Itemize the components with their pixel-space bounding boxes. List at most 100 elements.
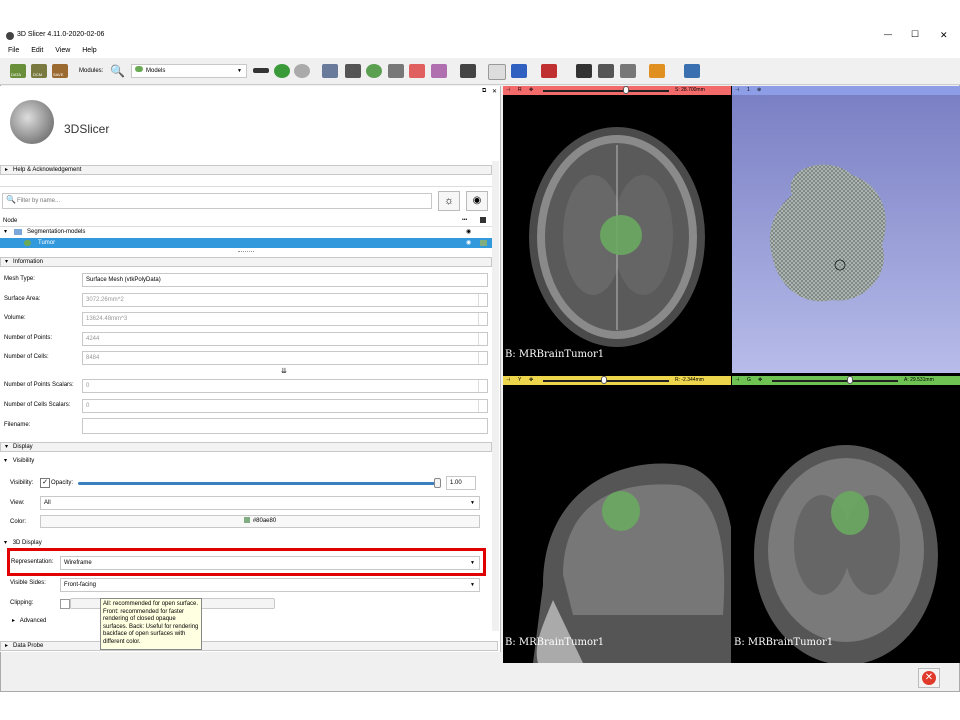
red-slider-handle[interactable] [623,86,629,94]
red-slice-controller[interactable]: ⊣ R ✥ S: 28.700mm [503,86,731,95]
tree-header-node: Node [3,218,18,224]
information-section-header[interactable]: ▾ Information [0,257,492,267]
tree-item-tumor[interactable]: Tumor ◉ [0,238,492,248]
display-section-header[interactable]: ▾ Display [0,442,492,452]
points-label: Number of Points: [4,335,53,341]
load-data-button[interactable]: DATA [10,64,26,78]
data-probe-section-header[interactable]: ▸ Data Probe [0,641,498,651]
eye-icon[interactable]: ◉ [466,229,472,235]
color-swatch[interactable] [480,240,487,246]
extensions-icon[interactable] [620,64,636,78]
visibility-checkbox[interactable]: ✓ [40,478,50,488]
save-button[interactable]: SAVE [52,64,68,78]
visible-sides-selector[interactable]: Front-facing ▼ [60,578,480,592]
chevron-down-icon: ▼ [470,560,475,566]
spinbox-arrows [478,333,487,345]
filename-field[interactable] [82,418,488,434]
close-window-button[interactable]: ✕ [940,30,948,40]
scene-view-icon[interactable] [598,64,614,78]
threed-view[interactable] [732,95,960,373]
yellow-slice-controller[interactable]: ⊣ Y ✥ R: -2.344mm [503,376,731,385]
expand-more-icon[interactable]: ⇊ [281,368,287,375]
forward-arrow-icon[interactable] [294,64,310,78]
expanded-arrow-icon: ▾ [5,259,9,265]
color-picker-button[interactable]: #80ae80 [40,515,480,528]
maximize-button[interactable]: ☐ [911,29,920,39]
python-icon[interactable] [684,64,700,78]
link-icon[interactable]: ✥ [758,377,763,383]
yellow-slider-handle[interactable] [601,376,607,384]
menu-edit[interactable]: Edit [31,47,44,54]
module-history-icon[interactable] [253,68,269,73]
red-slice-view[interactable]: B: MRBrainTumor1 [503,95,731,373]
tree-item-segmentation-models[interactable]: ▾ Segmentation-models ◉ [0,227,492,237]
green-slider-handle[interactable] [847,376,853,384]
extension-manager-icon[interactable] [649,64,665,78]
green-slice-view[interactable]: B: MRBrainTumor1 [732,385,960,663]
representation-label: Representation: [11,559,54,565]
link-icon[interactable]: ✥ [529,87,534,93]
back-arrow-icon[interactable] [274,64,290,78]
representation-selector[interactable]: Wireframe ▼ [60,556,480,570]
red-slice-slider[interactable] [543,90,669,92]
cells-label: Number of Cells: [4,354,49,360]
yellow-offset-value: R: -2.344mm [675,377,704,383]
eye-column-icon: ••• [462,217,468,223]
place-fiducial-icon[interactable] [541,64,557,78]
link-icon[interactable]: ✥ [529,377,534,383]
threed-view-controller[interactable]: ⊣ 1 ⊕ [732,86,960,95]
pin-icon[interactable]: ⊣ [735,377,740,383]
pin-icon[interactable]: ⊣ [735,87,740,93]
expanded-arrow-icon: ▾ [4,540,9,546]
panel-scrollbar[interactable] [492,161,499,631]
mouse-mode-icon[interactable] [488,64,506,80]
logo-text: 3DSlicer [64,122,110,136]
view-selector[interactable]: All ▼ [40,496,480,510]
error-log-icon[interactable]: ✕ [918,668,940,688]
eye-visibility-button[interactable]: ◉ [466,191,488,211]
pin-icon[interactable]: ⊣ [506,377,511,383]
models-module-icon-button[interactable] [366,64,382,78]
pin-icon[interactable]: ⊣ [506,87,511,93]
opacity-spinbox[interactable]: 1.00 [446,476,476,490]
help-section-header[interactable]: ▸ Help & Acknowledgement [0,165,492,175]
data-module-icon[interactable] [322,64,338,78]
segment-editor-icon[interactable] [431,64,447,78]
dicom-button[interactable]: DCM [31,64,47,78]
clipping-checkbox[interactable] [60,599,70,609]
volumes-module-icon[interactable] [345,64,361,78]
minimize-button[interactable]: — [884,30,892,39]
transforms-module-icon[interactable] [388,64,404,78]
undock-icon[interactable]: ⧉ [482,88,487,94]
search-icon: 🔍 [6,195,16,204]
close-panel-icon[interactable]: ✕ [492,89,498,95]
display3d-group-header[interactable]: ▾ 3D Display [4,539,42,546]
crosshair-icon[interactable] [511,64,527,78]
green-slice-slider[interactable] [772,380,898,382]
module-search-icon[interactable]: 🔍 [110,64,125,78]
representation-value: Wireframe [64,560,92,566]
filter-input[interactable]: 🔍 Filter by name... [2,193,432,209]
title-bar: 3D Slicer 4.11.0-2020-02-06 — ☐ ✕ [0,28,960,44]
opacity-slider-handle[interactable] [434,478,441,488]
module-selector[interactable]: Models ▼ [131,64,247,78]
opacity-slider[interactable] [78,482,438,485]
center-view-icon[interactable]: ⊕ [757,87,762,93]
points-value: 4244 [86,336,100,342]
splitter-handle[interactable] [238,251,254,254]
advanced-group-header[interactable]: ▸ Advanced [12,617,46,624]
layout-icon[interactable] [460,64,476,78]
menu-file[interactable]: File [8,47,20,54]
menu-view[interactable]: View [55,47,71,54]
markups-module-icon[interactable] [409,64,425,78]
green-slice-controller[interactable]: ⊣ G ✥ A: 29.531mm [732,376,960,385]
screenshot-icon[interactable] [576,64,592,78]
eye-icon[interactable]: ◉ [466,240,472,246]
menu-help[interactable]: Help [82,47,97,54]
scroll-separator [0,176,492,187]
yellow-slice-view[interactable]: B: MRBrainTumor1 [503,385,731,663]
visibility-group-header[interactable]: ▾ Visibility [4,457,34,464]
chevron-down-icon: ▼ [237,68,242,74]
show-all-button[interactable]: ☼ [438,191,460,211]
tree-item-label: Segmentation-models [27,229,86,235]
